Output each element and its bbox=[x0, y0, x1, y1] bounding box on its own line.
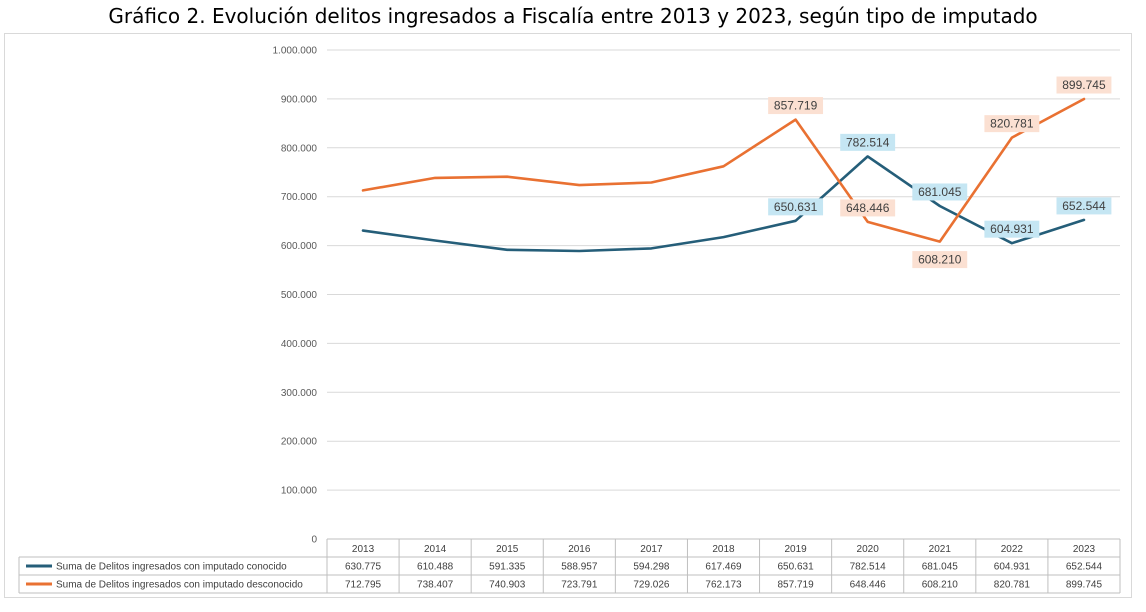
data-label-bg bbox=[984, 220, 1040, 238]
chart-title: Gráfico 2. Evolución delitos ingresados … bbox=[108, 4, 1038, 28]
x-tick-label: 2019 bbox=[784, 544, 807, 555]
table-cell: 723.791 bbox=[561, 580, 598, 591]
data-label: 857.719 bbox=[774, 99, 818, 113]
table-cell: 820.781 bbox=[994, 580, 1031, 591]
y-tick-label: 700.000 bbox=[281, 192, 318, 203]
table-cell: 591.335 bbox=[489, 562, 526, 573]
table-cell: 604.931 bbox=[994, 562, 1031, 573]
y-tick-label: 100.000 bbox=[281, 486, 318, 497]
table-cell: 588.957 bbox=[561, 562, 598, 573]
x-tick-label: 2021 bbox=[929, 544, 952, 555]
data-label-bg bbox=[984, 115, 1040, 133]
legend-entry: Suma de Delitos ingresados con imputado … bbox=[56, 580, 303, 591]
table-cell: 738.407 bbox=[417, 580, 454, 591]
data-label-bg bbox=[768, 198, 824, 216]
series-line bbox=[361, 97, 1086, 243]
x-tick-label: 2018 bbox=[712, 544, 735, 555]
y-tick-label: 300.000 bbox=[281, 388, 318, 399]
table-cell: 782.514 bbox=[850, 562, 887, 573]
y-tick-label: 0 bbox=[311, 535, 317, 546]
data-label-bg bbox=[840, 199, 896, 217]
data-label: 604.931 bbox=[990, 222, 1034, 236]
y-tick-label: 900.000 bbox=[281, 94, 318, 105]
table-cell: 712.795 bbox=[345, 580, 382, 591]
table-cell: 630.775 bbox=[345, 562, 382, 573]
data-label: 820.781 bbox=[990, 117, 1034, 131]
data-label: 648.446 bbox=[846, 201, 890, 215]
data-label-bg bbox=[768, 97, 824, 115]
data-label-bg bbox=[1056, 197, 1112, 215]
y-tick-label: 200.000 bbox=[281, 437, 318, 448]
data-label: 782.514 bbox=[846, 135, 890, 149]
series-line bbox=[361, 155, 1086, 253]
table-cell: 899.745 bbox=[1066, 580, 1103, 591]
chart-frame bbox=[4, 33, 1132, 598]
y-tick-label: 800.000 bbox=[281, 143, 318, 154]
data-label-bg bbox=[840, 133, 896, 151]
table-cell: 617.469 bbox=[705, 562, 742, 573]
legend-entry: Suma de Delitos ingresados con imputado … bbox=[56, 562, 287, 573]
table-cell: 610.488 bbox=[417, 562, 454, 573]
table-cell: 740.903 bbox=[489, 580, 526, 591]
data-label: 899.745 bbox=[1062, 78, 1106, 92]
table-cell: 650.631 bbox=[778, 562, 815, 573]
data-label-bg bbox=[912, 251, 968, 269]
x-tick-label: 2022 bbox=[1001, 544, 1024, 555]
data-label: 652.544 bbox=[1062, 199, 1106, 213]
y-tick-label: 400.000 bbox=[281, 339, 318, 350]
data-label: 608.210 bbox=[918, 253, 962, 267]
table-cell: 608.210 bbox=[922, 580, 959, 591]
x-tick-label: 2023 bbox=[1073, 544, 1096, 555]
x-tick-label: 2014 bbox=[424, 544, 447, 555]
data-label: 650.631 bbox=[774, 200, 818, 214]
table-cell: 652.544 bbox=[1066, 562, 1103, 573]
y-tick-label: 500.000 bbox=[281, 290, 318, 301]
table-cell: 762.173 bbox=[705, 580, 742, 591]
table-cell: 594.298 bbox=[633, 562, 670, 573]
x-tick-label: 2015 bbox=[496, 544, 519, 555]
table-cell: 681.045 bbox=[922, 562, 959, 573]
x-tick-label: 2017 bbox=[640, 544, 663, 555]
y-tick-label: 600.000 bbox=[281, 241, 318, 252]
data-label: 681.045 bbox=[918, 185, 962, 199]
x-tick-label: 2020 bbox=[857, 544, 880, 555]
x-tick-label: 2013 bbox=[352, 544, 375, 555]
table-cell: 729.026 bbox=[633, 580, 670, 591]
data-label-bg bbox=[1056, 76, 1112, 94]
data-label-bg bbox=[912, 183, 968, 201]
y-tick-label: 1.000.000 bbox=[273, 46, 318, 57]
x-tick-label: 2016 bbox=[568, 544, 591, 555]
table-cell: 857.719 bbox=[778, 580, 815, 591]
table-cell: 648.446 bbox=[850, 580, 887, 591]
